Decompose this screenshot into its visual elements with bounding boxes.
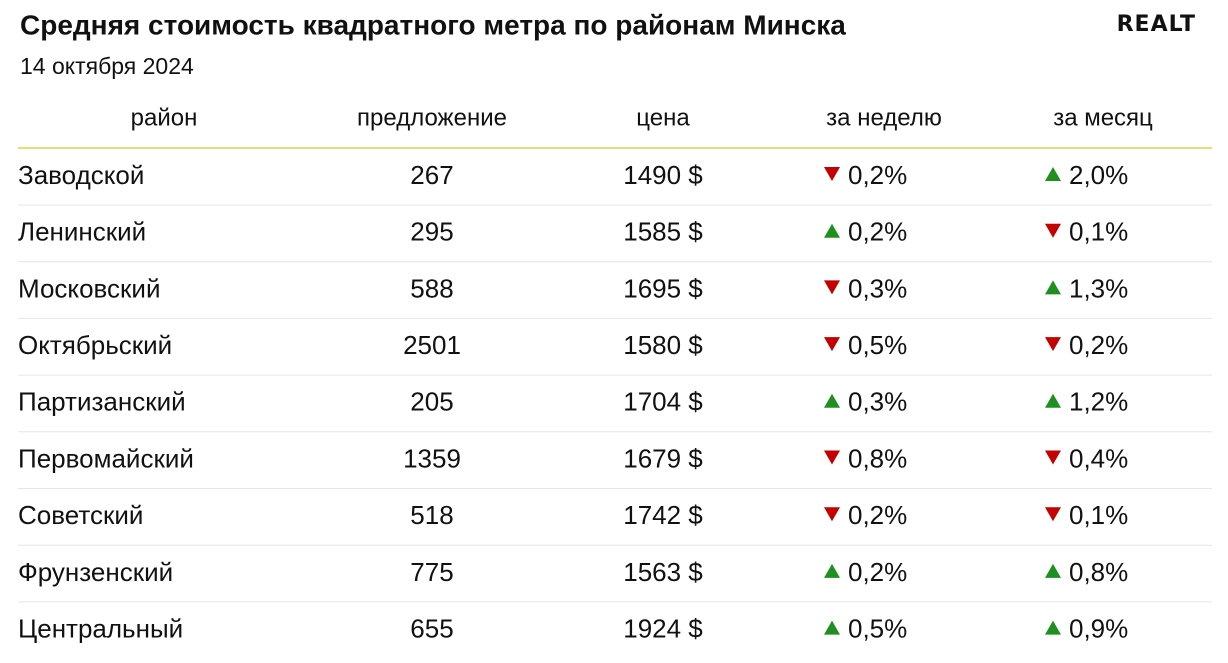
week-change: 0,2% (848, 160, 907, 190)
supply: 295 (410, 217, 453, 247)
week-change: 0,3% (848, 387, 907, 417)
supply: 588 (410, 273, 453, 303)
month-change: 0,9% (1069, 613, 1128, 643)
column-header: за месяц (1053, 104, 1153, 131)
month-arrow (1045, 280, 1061, 295)
price: 1742 $ (623, 500, 703, 530)
month-change: 2,0% (1069, 160, 1128, 190)
week-arrow (824, 280, 840, 295)
district: Фрунзенский (18, 557, 173, 587)
logo: REALT (1117, 12, 1196, 37)
column-header: район (131, 104, 198, 131)
month-arrow (1045, 620, 1061, 635)
district: Советский (18, 500, 143, 530)
week-arrow (824, 337, 840, 352)
month-change: 0,1% (1069, 217, 1128, 247)
district: Заводской (18, 160, 144, 190)
district: Октябрьский (18, 330, 172, 360)
month-change: 0,1% (1069, 500, 1128, 530)
week-arrow (824, 620, 840, 635)
month-change: 0,8% (1069, 557, 1128, 587)
price: 1580 $ (623, 330, 703, 360)
supply: 655 (410, 613, 453, 643)
month-change: 0,2% (1069, 330, 1128, 360)
column-header: за неделю (826, 104, 942, 131)
price: 1924 $ (623, 613, 703, 643)
month-arrow (1045, 337, 1061, 352)
price: 1679 $ (623, 443, 703, 473)
date: 14 октября 2024 (20, 53, 194, 79)
supply: 267 (410, 160, 453, 190)
week-change: 0,8% (848, 443, 907, 473)
month-change: 1,3% (1069, 273, 1128, 303)
month-arrow (1045, 507, 1061, 522)
column-header: цена (636, 104, 690, 131)
district: Центральный (18, 613, 183, 643)
district: Партизанский (18, 387, 186, 417)
supply: 1359 (403, 443, 461, 473)
week-change: 0,5% (848, 613, 907, 643)
supply: 518 (410, 500, 453, 530)
price: 1704 $ (623, 387, 703, 417)
price: 1585 $ (623, 217, 703, 247)
week-change: 0,2% (848, 557, 907, 587)
district: Московский (18, 273, 160, 303)
price: 1563 $ (623, 557, 703, 587)
price: 1695 $ (623, 273, 703, 303)
week-arrow (824, 393, 840, 408)
week-arrow (824, 167, 840, 181)
month-arrow (1045, 223, 1061, 238)
week-arrow (824, 450, 840, 465)
supply: 2501 (403, 330, 461, 360)
week-change: 0,3% (848, 273, 907, 303)
title: Средняя стоимость квадратного метра по р… (20, 9, 846, 40)
month-change: 1,2% (1069, 387, 1128, 417)
week-change: 0,2% (848, 500, 907, 530)
month-arrow (1045, 393, 1061, 408)
district: Ленинский (18, 217, 146, 247)
week-arrow (824, 223, 840, 238)
month-arrow (1045, 450, 1061, 465)
week-change: 0,5% (848, 330, 907, 360)
week-arrow (824, 507, 840, 522)
month-arrow (1045, 563, 1061, 578)
month-arrow (1045, 167, 1061, 181)
month-change: 0,4% (1069, 443, 1128, 473)
week-arrow (824, 563, 840, 578)
price: 1490 $ (623, 160, 703, 190)
week-change: 0,2% (848, 217, 907, 247)
supply: 205 (410, 387, 453, 417)
district: Первомайский (18, 443, 194, 473)
column-header: предложение (357, 104, 507, 131)
supply: 775 (410, 557, 453, 587)
